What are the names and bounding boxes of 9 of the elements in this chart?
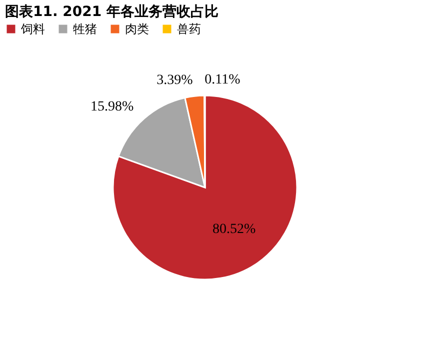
legend-label: 兽药	[177, 22, 201, 36]
data-label: 0.11%	[204, 72, 241, 88]
legend-label: 牲猪	[73, 22, 97, 36]
chart-title: 图表11. 2021 年各业务营收占比	[5, 4, 219, 20]
data-label: 80.52%	[212, 222, 256, 237]
legend-label: 饲料	[20, 22, 45, 36]
data-label: 15.98%	[90, 99, 134, 114]
data-label: 3.39%	[156, 73, 194, 88]
legend-label: 肉类	[125, 22, 149, 36]
